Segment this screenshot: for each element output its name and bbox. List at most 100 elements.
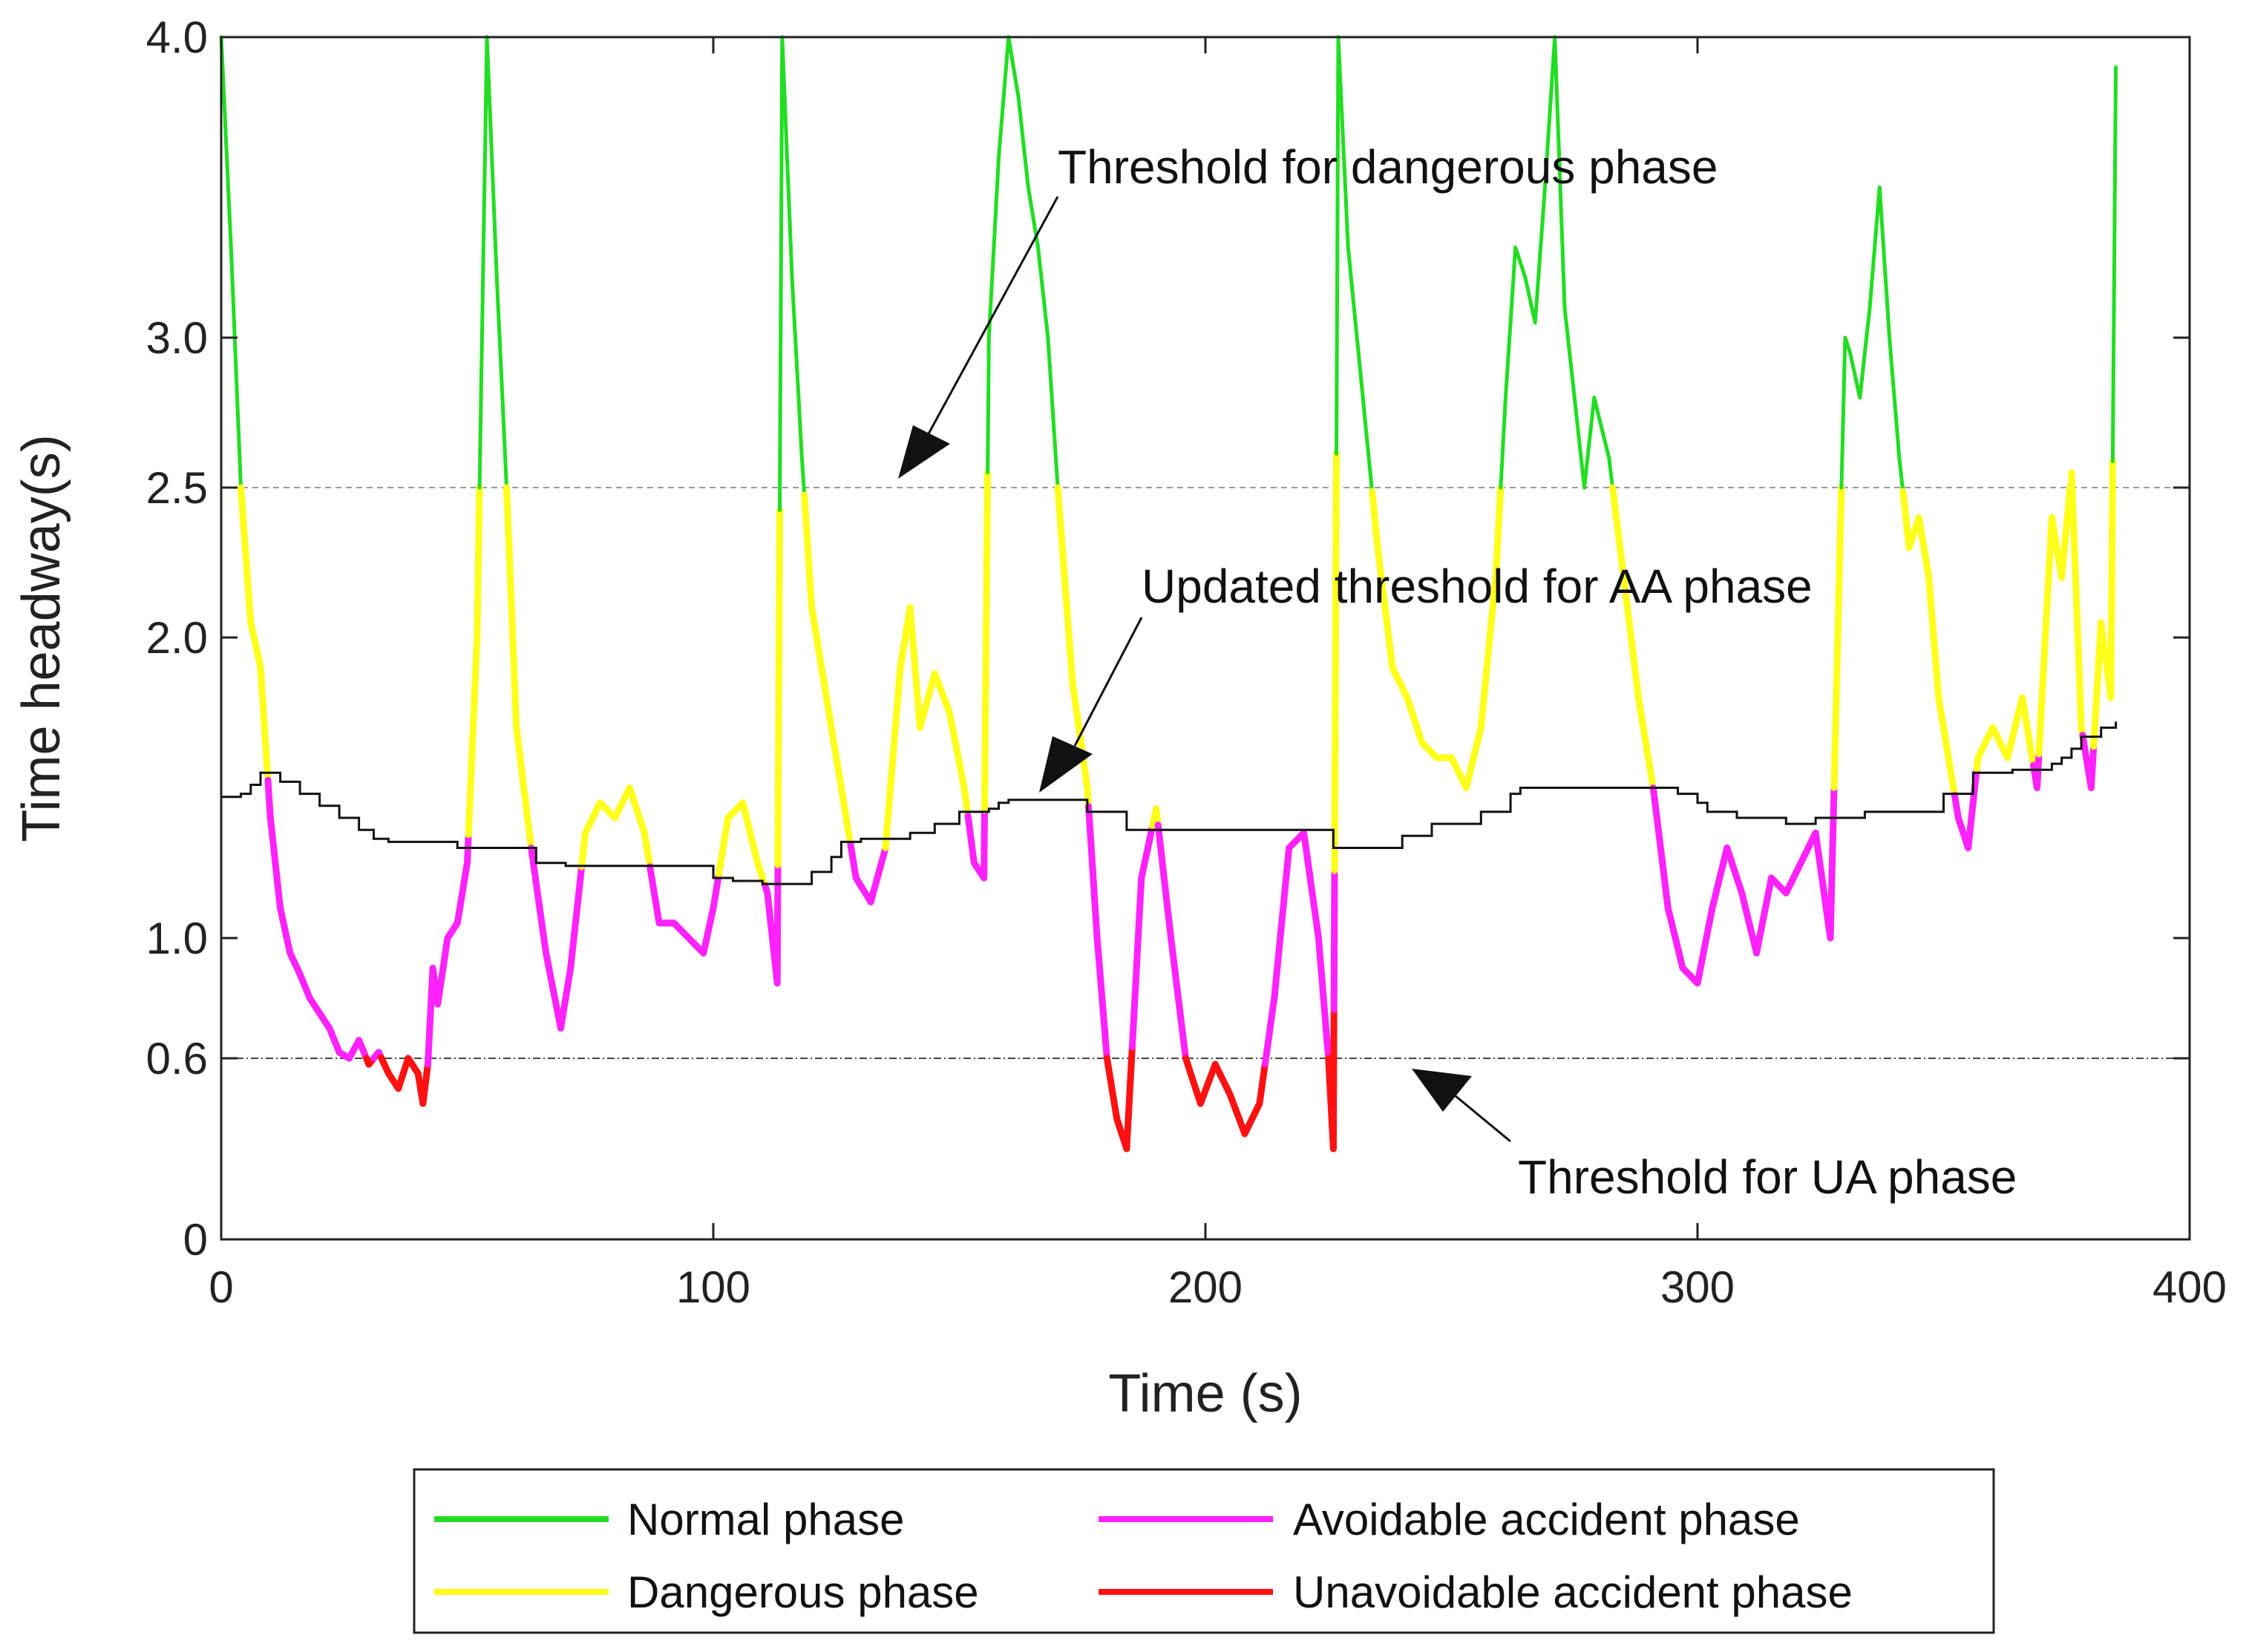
series-segment-normal: [1557, 170, 1563, 209]
series-segment-normal: [1841, 335, 1847, 415]
y-axis-title: Time headway(s): [12, 434, 71, 842]
series-segment-normal: [1004, 50, 1009, 69]
series-segment-normal: [1361, 396, 1367, 419]
series-segment-dangerous: [2043, 581, 2052, 623]
legend-label-normal: Normal phase: [627, 1495, 905, 1544]
series-segment-dangerous: [470, 690, 478, 726]
series-segment-normal: [1574, 407, 1579, 422]
series-segment-normal: [1001, 95, 1006, 114]
series-segment-normal: [795, 365, 800, 393]
series-segment-normal: [1886, 317, 1892, 340]
series-segment-dangerous: [2095, 640, 2104, 667]
series-segment-dangerous: [2069, 501, 2078, 540]
series-segment-normal: [223, 114, 229, 145]
series-segment-dangerous: [471, 662, 479, 698]
series-segment-dangerous: [983, 469, 992, 544]
series-segment-normal: [1555, 102, 1561, 141]
series-segment-normal: [1880, 223, 1885, 246]
series-segment-normal: [1588, 418, 1594, 433]
series-segment-normal: [788, 246, 794, 280]
series-segment-normal: [1892, 396, 1898, 415]
series-segment-normal: [1554, 69, 1559, 107]
series-segment-dangerous: [1834, 559, 1843, 641]
series-segment-normal: [1888, 335, 1893, 355]
series-segment-normal: [1871, 246, 1877, 265]
series-segment-normal: [1873, 215, 1879, 235]
series-segment-normal: [992, 223, 998, 249]
series-segment-normal: [785, 155, 790, 189]
series-segment-normal: [1016, 95, 1022, 111]
series-segment-normal: [1899, 467, 1904, 482]
series-segment-normal: [234, 365, 239, 400]
series-segment-normal: [799, 433, 804, 460]
series-segment-normal: [2112, 223, 2117, 306]
series-segment-normal: [1568, 361, 1574, 377]
series-segment-avoidable: [1827, 859, 1836, 942]
series-segment-dangerous: [2077, 692, 2085, 731]
series-segment-dangerous: [468, 747, 476, 782]
series-segment-normal: [232, 335, 238, 370]
series-segment-dangerous: [1061, 581, 1070, 613]
series-segment-normal: [503, 459, 508, 490]
series-segment-normal: [1859, 373, 1865, 389]
series-segment-avoidable: [2089, 743, 2098, 771]
series-segment-avoidable: [1829, 784, 1838, 867]
series-segment-dangerous: [2037, 683, 2046, 724]
series-segment-normal: [1366, 452, 1372, 475]
series-segment-normal: [1041, 290, 1047, 306]
series-segment-dangerous: [2092, 681, 2101, 709]
series-segment-normal: [1568, 350, 1573, 366]
series-segment-normal: [486, 65, 491, 99]
x-tick-label: 400: [2153, 1262, 2227, 1312]
series-segment-dangerous: [1496, 484, 1505, 514]
series-segment-normal: [1544, 148, 1550, 171]
y-tick-label: 0: [183, 1215, 208, 1265]
series-segment-normal: [1037, 257, 1043, 272]
series-segment-normal: [1502, 396, 1507, 422]
series-segment-normal: [1877, 186, 1883, 209]
series-segment-normal: [1533, 304, 1539, 325]
series-segment-normal: [488, 125, 494, 160]
series-segment-normal: [1536, 269, 1541, 291]
series-segment-normal: [1539, 219, 1545, 240]
series-segment-normal: [1566, 339, 1572, 355]
series-segment-normal: [487, 95, 493, 129]
series-segment-dangerous: [507, 574, 515, 612]
series-segment-normal: [496, 301, 502, 332]
annotation-ua: Threshold for UA phase: [1412, 1069, 2017, 1204]
series-segment-dangerous: [891, 709, 900, 739]
series-segment-dangerous: [1492, 551, 1501, 581]
x-tick-label: 100: [676, 1262, 750, 1312]
annotation-aa-arrowhead: [1039, 736, 1093, 793]
series-segment-normal: [1505, 358, 1510, 381]
aa-threshold-line: [221, 721, 2118, 885]
series-segment-normal: [2113, 65, 2118, 148]
annotation-dangerous-label: Threshold for dangerous phase: [1058, 140, 1718, 194]
series-segment-normal: [1882, 260, 1888, 283]
series-segment-dangerous: [1056, 508, 1065, 540]
series-segment-normal: [497, 328, 502, 358]
series-segment-dangerous: [1054, 484, 1064, 516]
series-segment-normal: [1587, 429, 1593, 445]
series-segment-normal: [993, 200, 998, 227]
series-segment-avoidable: [1134, 908, 1143, 949]
series-segment-normal: [780, 35, 785, 69]
series-segment-normal: [1582, 474, 1588, 490]
series-segment-normal: [1579, 452, 1584, 468]
series-segment-normal: [988, 290, 994, 318]
series-segment-normal: [1338, 88, 1344, 118]
series-segment-normal: [1897, 456, 1902, 471]
series-segment-avoidable: [773, 861, 782, 987]
series-segment-normal: [1340, 114, 1346, 145]
series-segment-normal: [1564, 317, 1569, 332]
series-segment-normal: [221, 88, 227, 118]
series-segment-normal: [1553, 35, 1558, 73]
series-segment-normal: [784, 125, 789, 160]
series-segment-normal: [1864, 328, 1870, 344]
series-segment-normal: [490, 155, 495, 189]
series-segment-normal: [1363, 414, 1369, 437]
series-segment-normal: [1571, 384, 1577, 400]
series-segment-normal: [1052, 429, 1058, 452]
series-segment-normal: [1572, 396, 1578, 411]
series-segment-normal: [492, 215, 498, 249]
